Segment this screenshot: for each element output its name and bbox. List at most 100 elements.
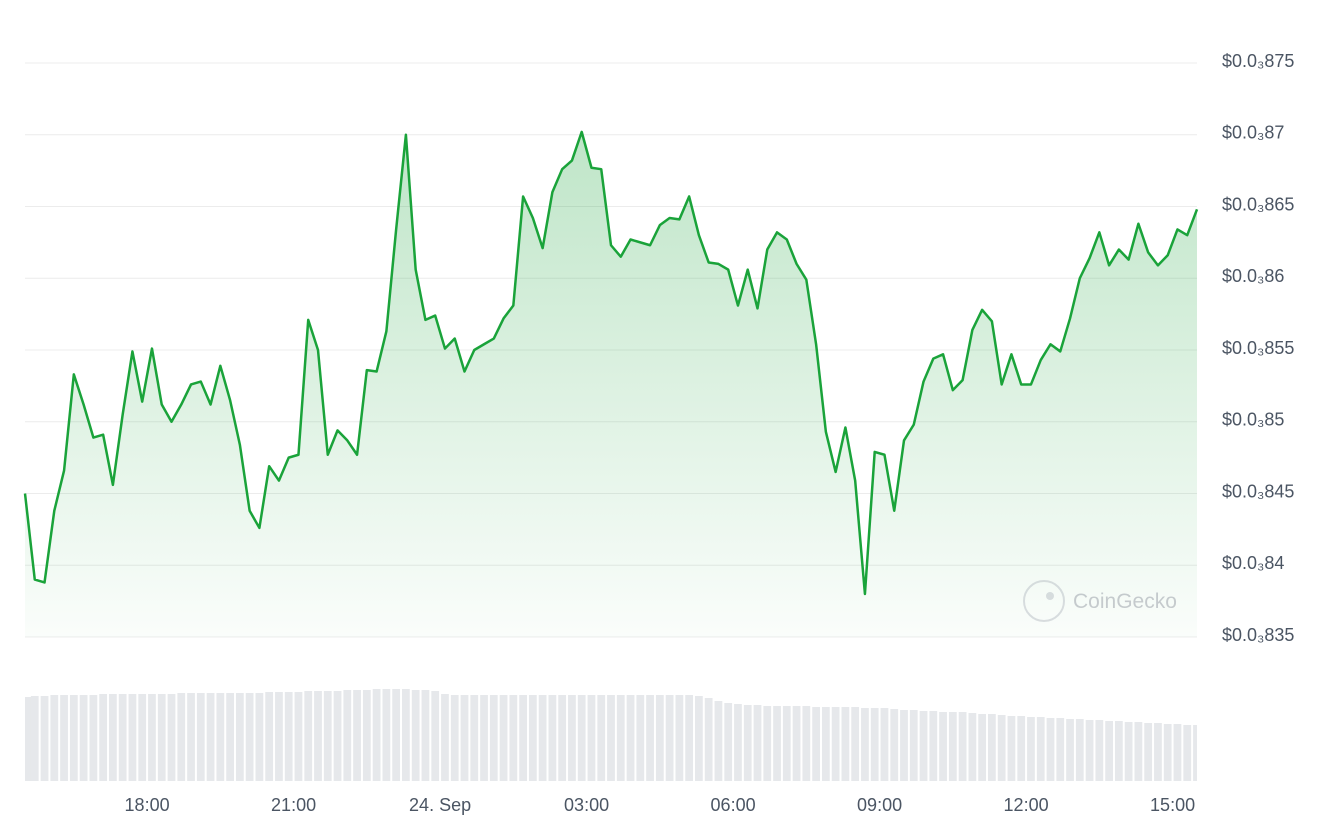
x-tick-label: 18:00 [125, 795, 170, 815]
volume-bar [40, 696, 49, 781]
volume-bar [616, 695, 625, 781]
price-line [23, 130, 1199, 596]
y-tick-label: $0.0₃86 [1222, 266, 1284, 286]
axis-labels: $0.0₃835 $0.0₃84 $0.0₃845 $0.0₃85 $0.0₃855 $0… [125, 51, 1295, 815]
volume-bar [196, 693, 205, 781]
volume-bar [362, 690, 371, 781]
volume-bar [206, 693, 215, 781]
volume-bar [343, 690, 352, 781]
volume-bar [636, 695, 645, 781]
volume-bar [157, 694, 166, 781]
volume-bar [558, 695, 567, 781]
x-tick-label: 15:00 [1150, 795, 1195, 815]
volume-bar [978, 714, 987, 781]
volume-bar [25, 697, 33, 781]
volume-bar [304, 691, 313, 781]
volume-bar [314, 691, 322, 781]
y-tick-label: $0.0₃87 [1222, 123, 1284, 143]
watermark: CoinGecko [1023, 580, 1177, 622]
volume-bar [431, 691, 440, 781]
volume-bar [402, 689, 410, 781]
volume-bar [821, 707, 830, 781]
volume-bar [109, 694, 117, 781]
volume-bar [1154, 723, 1162, 781]
volume-bar [988, 714, 996, 781]
volume-bar [148, 694, 156, 781]
volume-bar [1134, 722, 1143, 781]
volume-bar [1085, 720, 1094, 781]
watermark-logo-eye [1046, 592, 1054, 600]
x-tick-label: 21:00 [271, 795, 316, 815]
volume-bar [958, 712, 967, 781]
volume-bar [695, 696, 703, 781]
volume-bar [470, 695, 479, 781]
volume-bar [753, 705, 762, 781]
volume-bar [704, 698, 713, 781]
volume-bar [1095, 720, 1104, 781]
volume-bar [284, 692, 293, 781]
volume-bar [861, 708, 869, 781]
volume-bar [802, 706, 811, 781]
volume-bar [245, 693, 254, 781]
volume-bar [929, 711, 938, 781]
volume-bar [79, 695, 88, 781]
volume-bar [226, 693, 234, 781]
volume-bar [60, 695, 68, 781]
volume-bar [275, 692, 283, 781]
volume-bar [167, 694, 176, 781]
volume-bar [30, 696, 39, 781]
volume-bar [99, 694, 108, 781]
volume-bar [392, 689, 401, 781]
y-tick-label: $0.0₃845 [1222, 481, 1294, 501]
volume-bar [499, 695, 508, 781]
volume-bar [997, 715, 1006, 781]
volume-bar [528, 695, 537, 781]
volume-bar [323, 691, 332, 781]
volume-bar [831, 707, 840, 781]
volume-bar [792, 706, 801, 781]
volume-bar [333, 691, 342, 781]
volume-bar [460, 695, 469, 781]
volume-bar [1046, 718, 1055, 781]
volume-bar [50, 695, 59, 781]
volume-bar [1144, 723, 1153, 781]
volume-bar [909, 710, 918, 781]
volume-bar [548, 695, 557, 781]
watermark-text: CoinGecko [1073, 590, 1177, 613]
volume-bar [1066, 719, 1074, 781]
volume-bar [441, 694, 449, 781]
volume-bar [128, 694, 137, 781]
x-tick-label: 12:00 [1004, 795, 1049, 815]
volume-bar [626, 695, 635, 781]
volume-bar [870, 708, 879, 781]
volume-bar [1173, 724, 1182, 781]
volume-bar [577, 695, 586, 781]
volume-bar [1017, 716, 1026, 781]
volume-bar [597, 695, 606, 781]
volume-bar [255, 693, 264, 781]
volume-bar [939, 712, 947, 781]
volume-bar [890, 709, 899, 781]
volume-bar [1105, 721, 1113, 781]
volume-bar [294, 692, 303, 781]
volume-bar [519, 695, 527, 781]
volume-bar [1075, 719, 1084, 781]
volume-bar [1183, 725, 1192, 781]
volume-bar [138, 694, 147, 781]
volume-bar [568, 695, 576, 781]
volume-bar [675, 695, 684, 781]
y-tick-label: $0.0₃835 [1222, 625, 1294, 645]
volume-bar [1193, 725, 1197, 781]
volume-bar [69, 695, 78, 781]
x-tick-label: 09:00 [857, 795, 902, 815]
x-tick-label: 06:00 [711, 795, 756, 815]
volume-bar [509, 695, 518, 781]
y-tick-label: $0.0₃865 [1222, 194, 1294, 214]
y-tick-label: $0.0₃855 [1222, 338, 1294, 358]
volume-bar [665, 695, 674, 781]
volume-bar [763, 706, 772, 781]
volume-bar [587, 695, 596, 781]
volume-bar [89, 695, 98, 781]
volume-bar [1036, 717, 1045, 781]
